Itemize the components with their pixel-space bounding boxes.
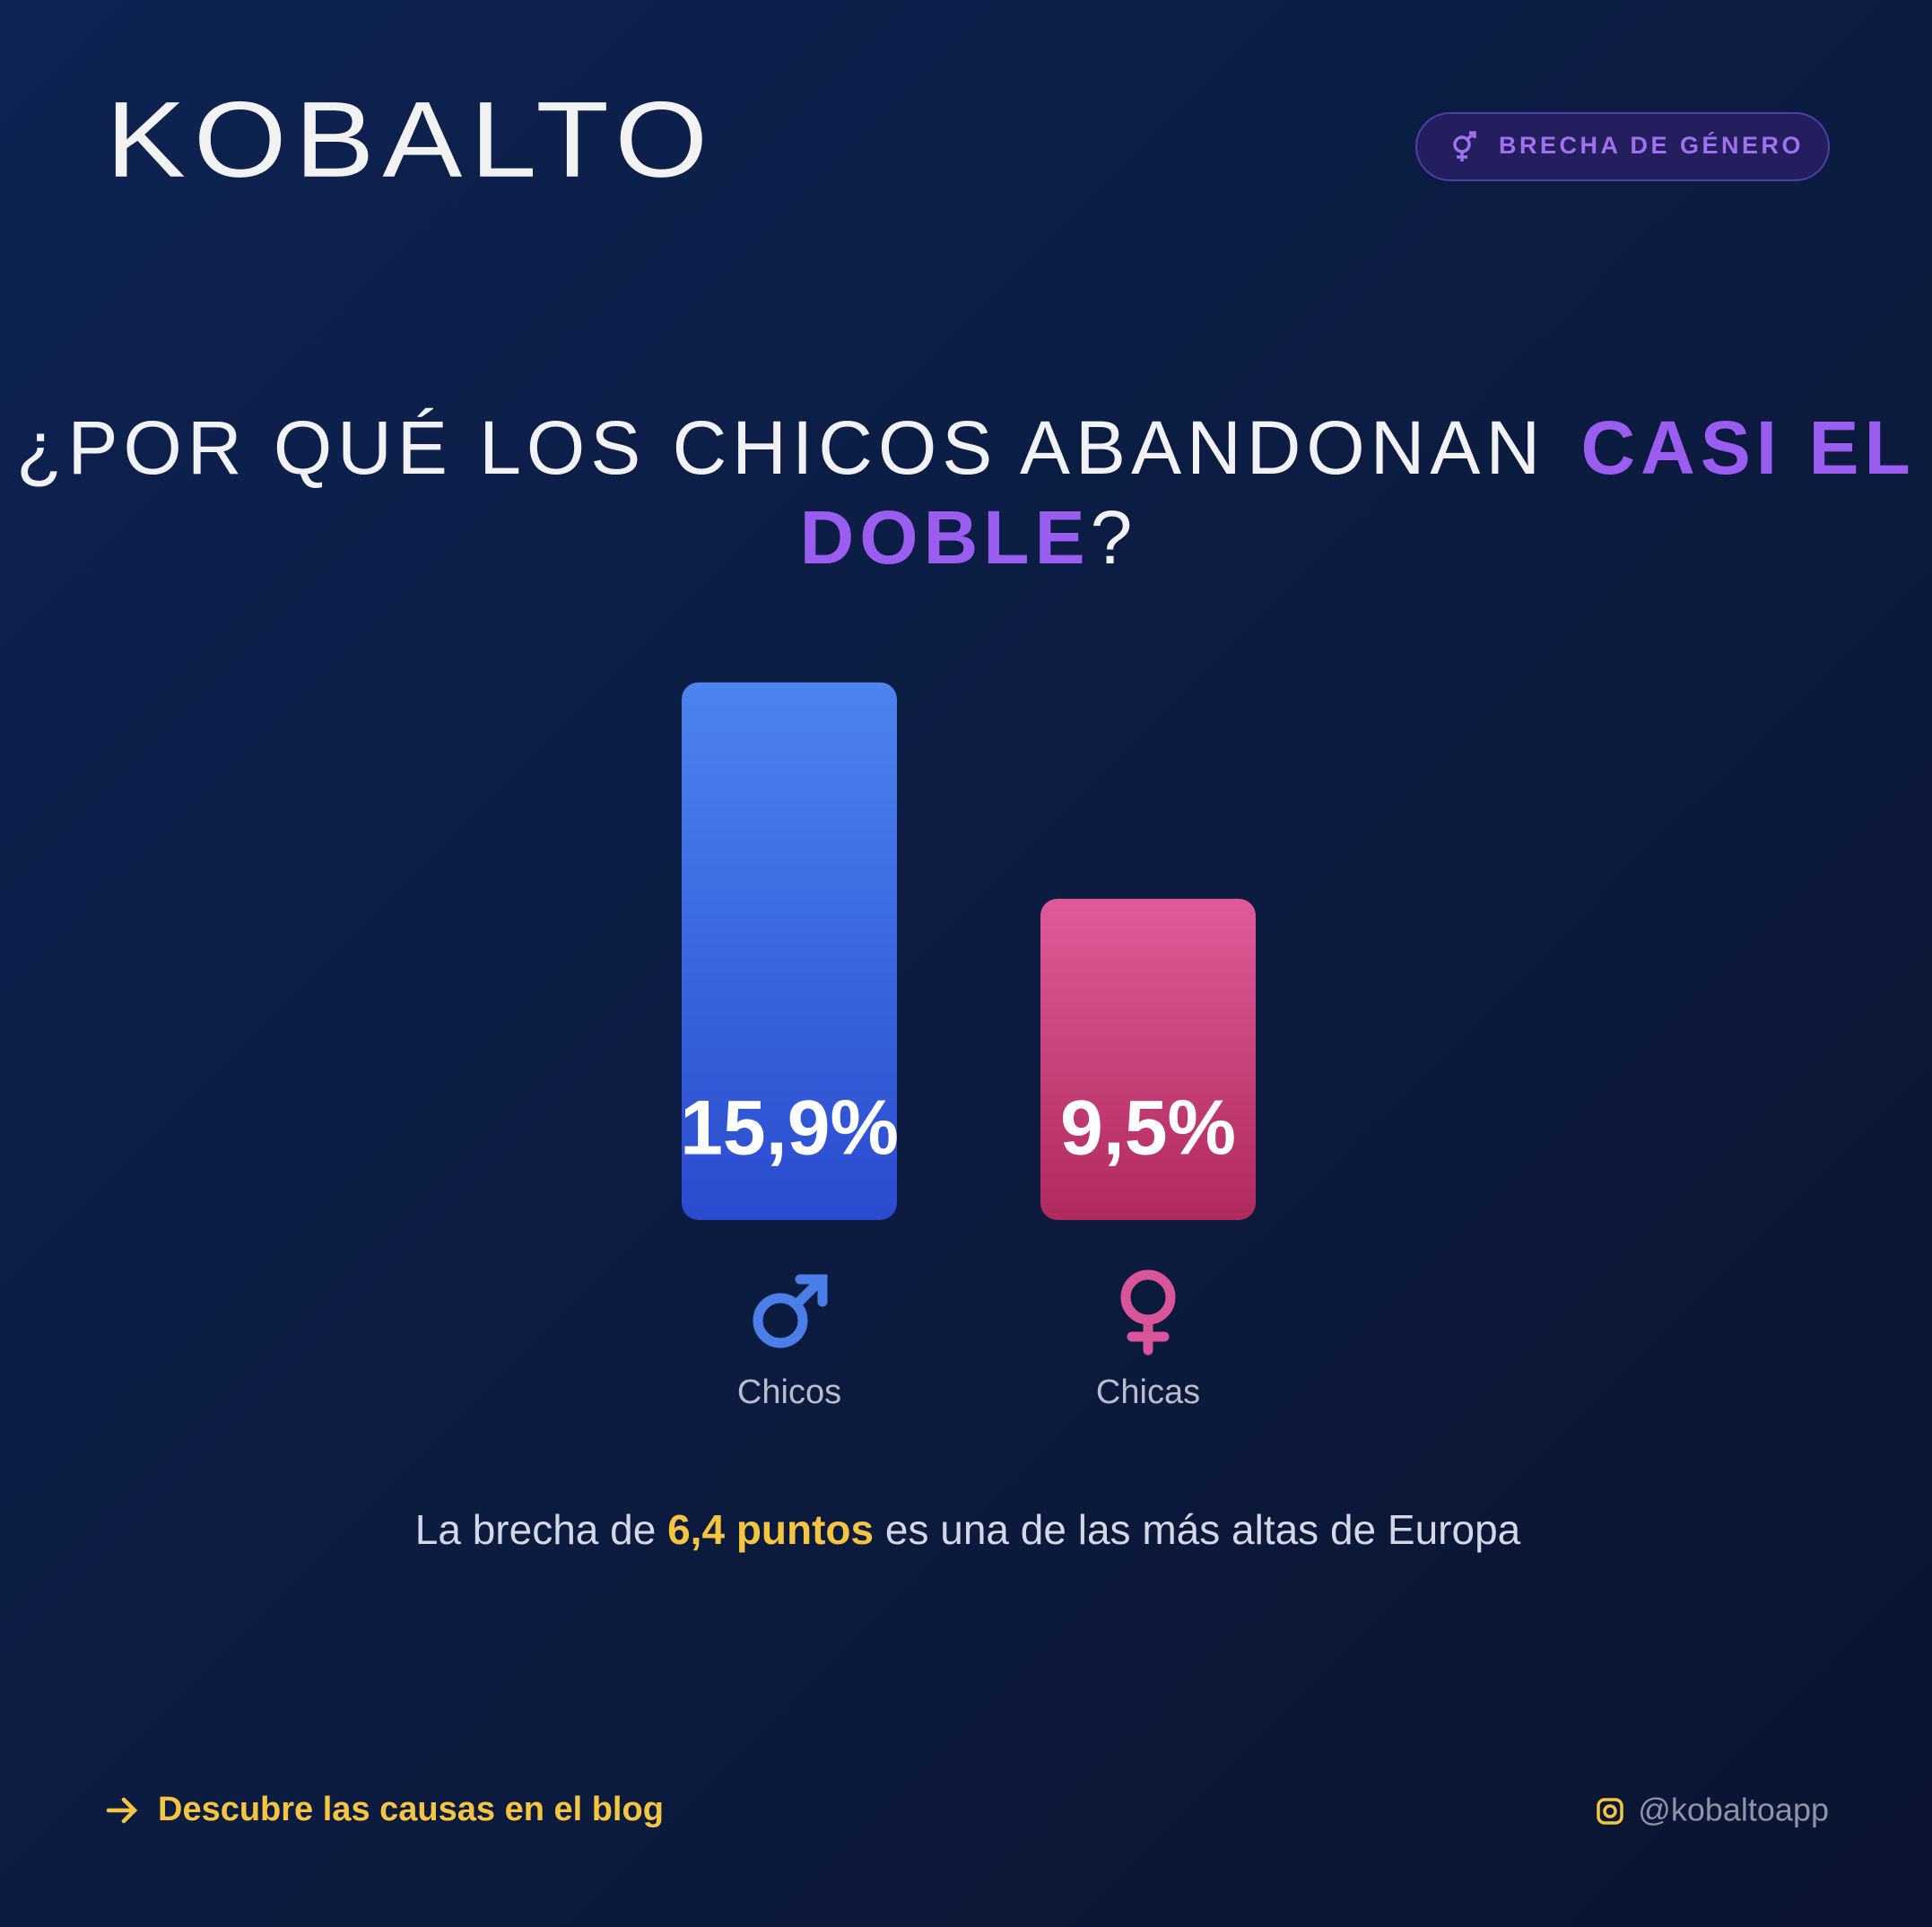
female-icon bbox=[1120, 1269, 1176, 1356]
category-label: Chicas bbox=[1096, 1373, 1200, 1411]
note-end: es una de las más altas de Europa bbox=[885, 1506, 1521, 1553]
bar bbox=[682, 682, 897, 1220]
category-label: Chicos bbox=[737, 1373, 841, 1411]
instagram-icon bbox=[1597, 1798, 1623, 1825]
note: La brecha de 6,4 puntos es una de las má… bbox=[415, 1506, 1521, 1553]
value-label: 9,5% bbox=[1060, 1086, 1236, 1172]
badge-label: BRECHA DE GÉNERO bbox=[1499, 131, 1804, 159]
title-highlight-cont: DOBLE bbox=[800, 495, 1091, 580]
note-lead: La brecha de bbox=[415, 1506, 657, 1553]
male-icon bbox=[753, 1274, 828, 1348]
title-end: ? bbox=[1091, 495, 1138, 580]
chart-title: ¿POR QUÉ LOS CHICOS ABANDONAN CASI EL bbox=[16, 405, 1916, 490]
footer-link[interactable]: Descubre las causas en el blog bbox=[158, 1791, 664, 1828]
value-label: 15,9% bbox=[680, 1086, 899, 1172]
badge bbox=[1415, 112, 1830, 181]
title-lead: ¿POR QUÉ LOS CHICOS ABANDONAN bbox=[16, 405, 1545, 490]
badge-icon bbox=[1453, 131, 1476, 161]
brand-logo: KOBALTO bbox=[106, 80, 716, 200]
title-highlight: CASI EL bbox=[1580, 405, 1915, 490]
footer-handle[interactable]: @kobaltoapp bbox=[1638, 1792, 1829, 1828]
bar bbox=[1040, 898, 1256, 1220]
arrow-icon bbox=[106, 1797, 138, 1824]
note-highlight: 6,4 puntos bbox=[667, 1506, 874, 1553]
